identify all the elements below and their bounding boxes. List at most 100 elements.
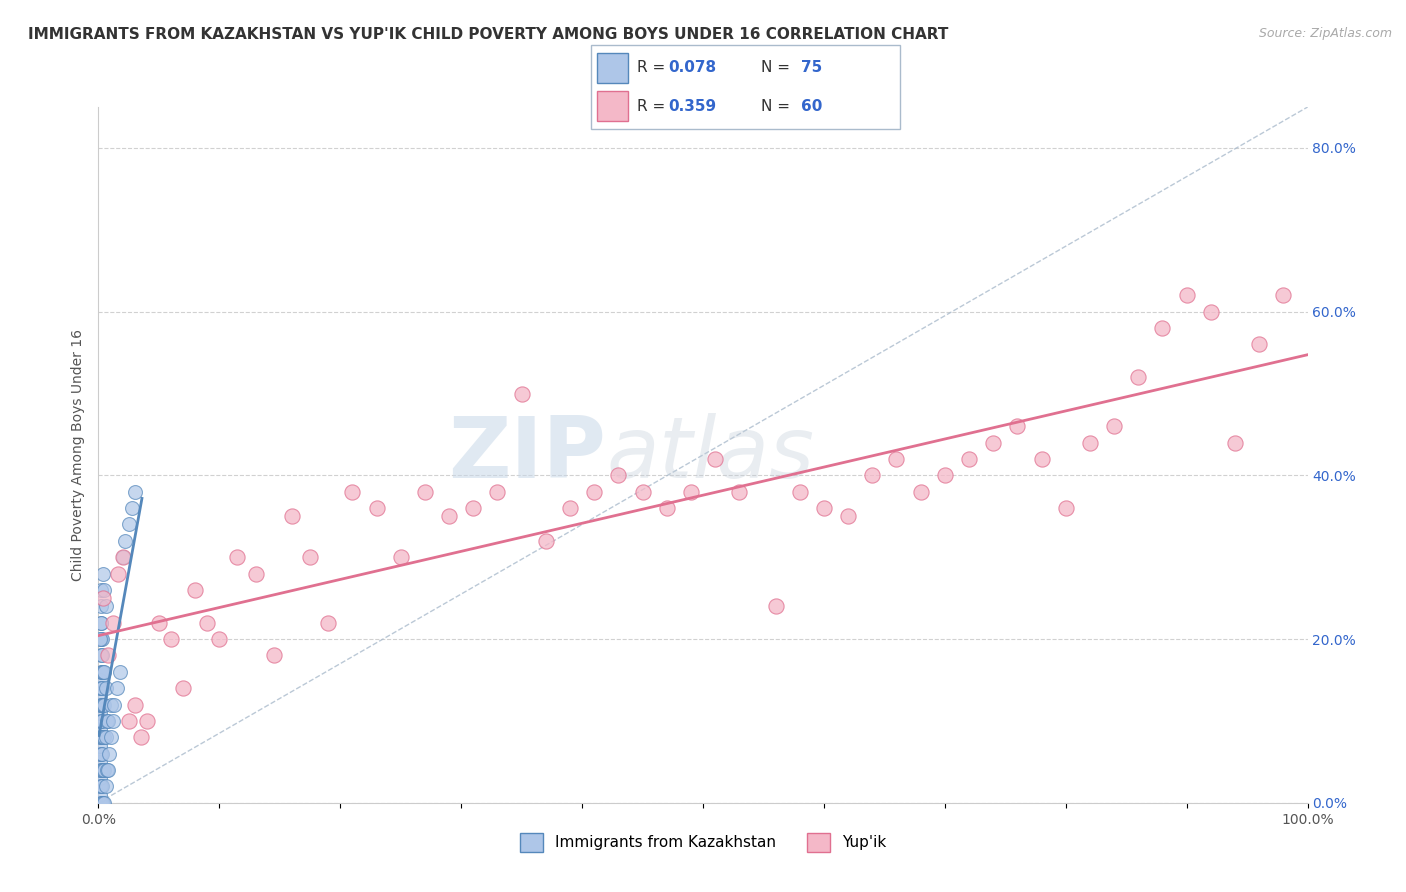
Point xyxy=(245,566,267,581)
Point xyxy=(93,665,115,679)
Point xyxy=(90,731,112,745)
Point xyxy=(93,731,115,745)
Point xyxy=(90,632,112,646)
Point xyxy=(118,714,141,728)
Point xyxy=(789,484,811,499)
Point xyxy=(100,731,122,745)
Point xyxy=(89,755,111,769)
Point xyxy=(89,796,111,810)
Point xyxy=(299,550,322,565)
Point xyxy=(89,706,111,720)
Point xyxy=(90,780,112,794)
Point xyxy=(129,731,152,745)
Point xyxy=(1054,501,1077,516)
Point xyxy=(94,599,117,614)
Point xyxy=(89,747,111,761)
Point xyxy=(837,509,859,524)
Point xyxy=(91,648,114,663)
Point xyxy=(91,731,114,745)
Point xyxy=(93,763,115,777)
Point xyxy=(184,582,207,597)
Point xyxy=(1102,419,1125,434)
Point xyxy=(108,665,131,679)
Point xyxy=(534,533,557,548)
Point xyxy=(107,566,129,581)
Point xyxy=(124,484,146,499)
Point xyxy=(97,763,120,777)
Point xyxy=(90,599,112,614)
Text: N =: N = xyxy=(761,61,794,76)
Point xyxy=(105,681,128,696)
Point xyxy=(90,796,112,810)
Point xyxy=(135,714,157,728)
Point xyxy=(1078,435,1101,450)
Point xyxy=(91,780,114,794)
Point xyxy=(728,484,751,499)
Point xyxy=(860,468,883,483)
Point xyxy=(90,615,112,630)
Point xyxy=(1152,321,1174,335)
Point xyxy=(90,582,112,597)
Point xyxy=(90,714,112,728)
Point xyxy=(96,763,118,777)
Point xyxy=(1199,304,1222,318)
Point xyxy=(631,484,654,499)
Point xyxy=(813,501,835,516)
Text: R =: R = xyxy=(637,61,671,76)
Text: 0.078: 0.078 xyxy=(668,61,716,76)
Point xyxy=(655,501,678,516)
Point xyxy=(91,698,114,712)
Point xyxy=(101,615,124,630)
Point xyxy=(90,747,112,761)
Point xyxy=(98,747,121,761)
Point xyxy=(704,452,727,467)
Point xyxy=(89,673,111,687)
Point xyxy=(93,796,115,810)
FancyBboxPatch shape xyxy=(591,45,900,129)
Point xyxy=(89,632,111,646)
Point xyxy=(124,698,146,712)
Point xyxy=(172,681,194,696)
Point xyxy=(90,763,112,777)
Text: R =: R = xyxy=(637,98,671,113)
Text: 0.359: 0.359 xyxy=(668,98,716,113)
Point xyxy=(91,665,114,679)
Point xyxy=(91,763,114,777)
Text: atlas: atlas xyxy=(606,413,814,497)
Point xyxy=(89,771,111,785)
Point xyxy=(226,550,249,565)
Point xyxy=(97,648,120,663)
Point xyxy=(94,780,117,794)
Point xyxy=(89,698,111,712)
Point xyxy=(101,714,124,728)
Point xyxy=(90,648,112,663)
Point xyxy=(281,509,304,524)
Point xyxy=(91,796,114,810)
Point xyxy=(121,501,143,516)
Point xyxy=(91,731,114,745)
Point xyxy=(94,731,117,745)
FancyBboxPatch shape xyxy=(596,91,627,120)
Point xyxy=(89,763,111,777)
Point xyxy=(1175,288,1198,302)
Y-axis label: Child Poverty Among Boys Under 16: Child Poverty Among Boys Under 16 xyxy=(70,329,84,581)
Point xyxy=(89,780,111,794)
Point xyxy=(114,533,136,548)
Point xyxy=(118,517,141,532)
Point xyxy=(93,698,115,712)
Point xyxy=(1031,452,1053,467)
Text: N =: N = xyxy=(761,98,794,113)
Point xyxy=(89,731,111,745)
Point xyxy=(91,698,114,712)
Point xyxy=(91,747,114,761)
Point xyxy=(463,501,485,516)
Text: Source: ZipAtlas.com: Source: ZipAtlas.com xyxy=(1258,27,1392,40)
Point xyxy=(886,452,908,467)
Point xyxy=(90,615,112,630)
Text: ZIP: ZIP xyxy=(449,413,606,497)
Point xyxy=(486,484,509,499)
Point xyxy=(91,665,114,679)
Text: 75: 75 xyxy=(801,61,823,76)
Point xyxy=(679,484,702,499)
Point xyxy=(389,550,412,565)
